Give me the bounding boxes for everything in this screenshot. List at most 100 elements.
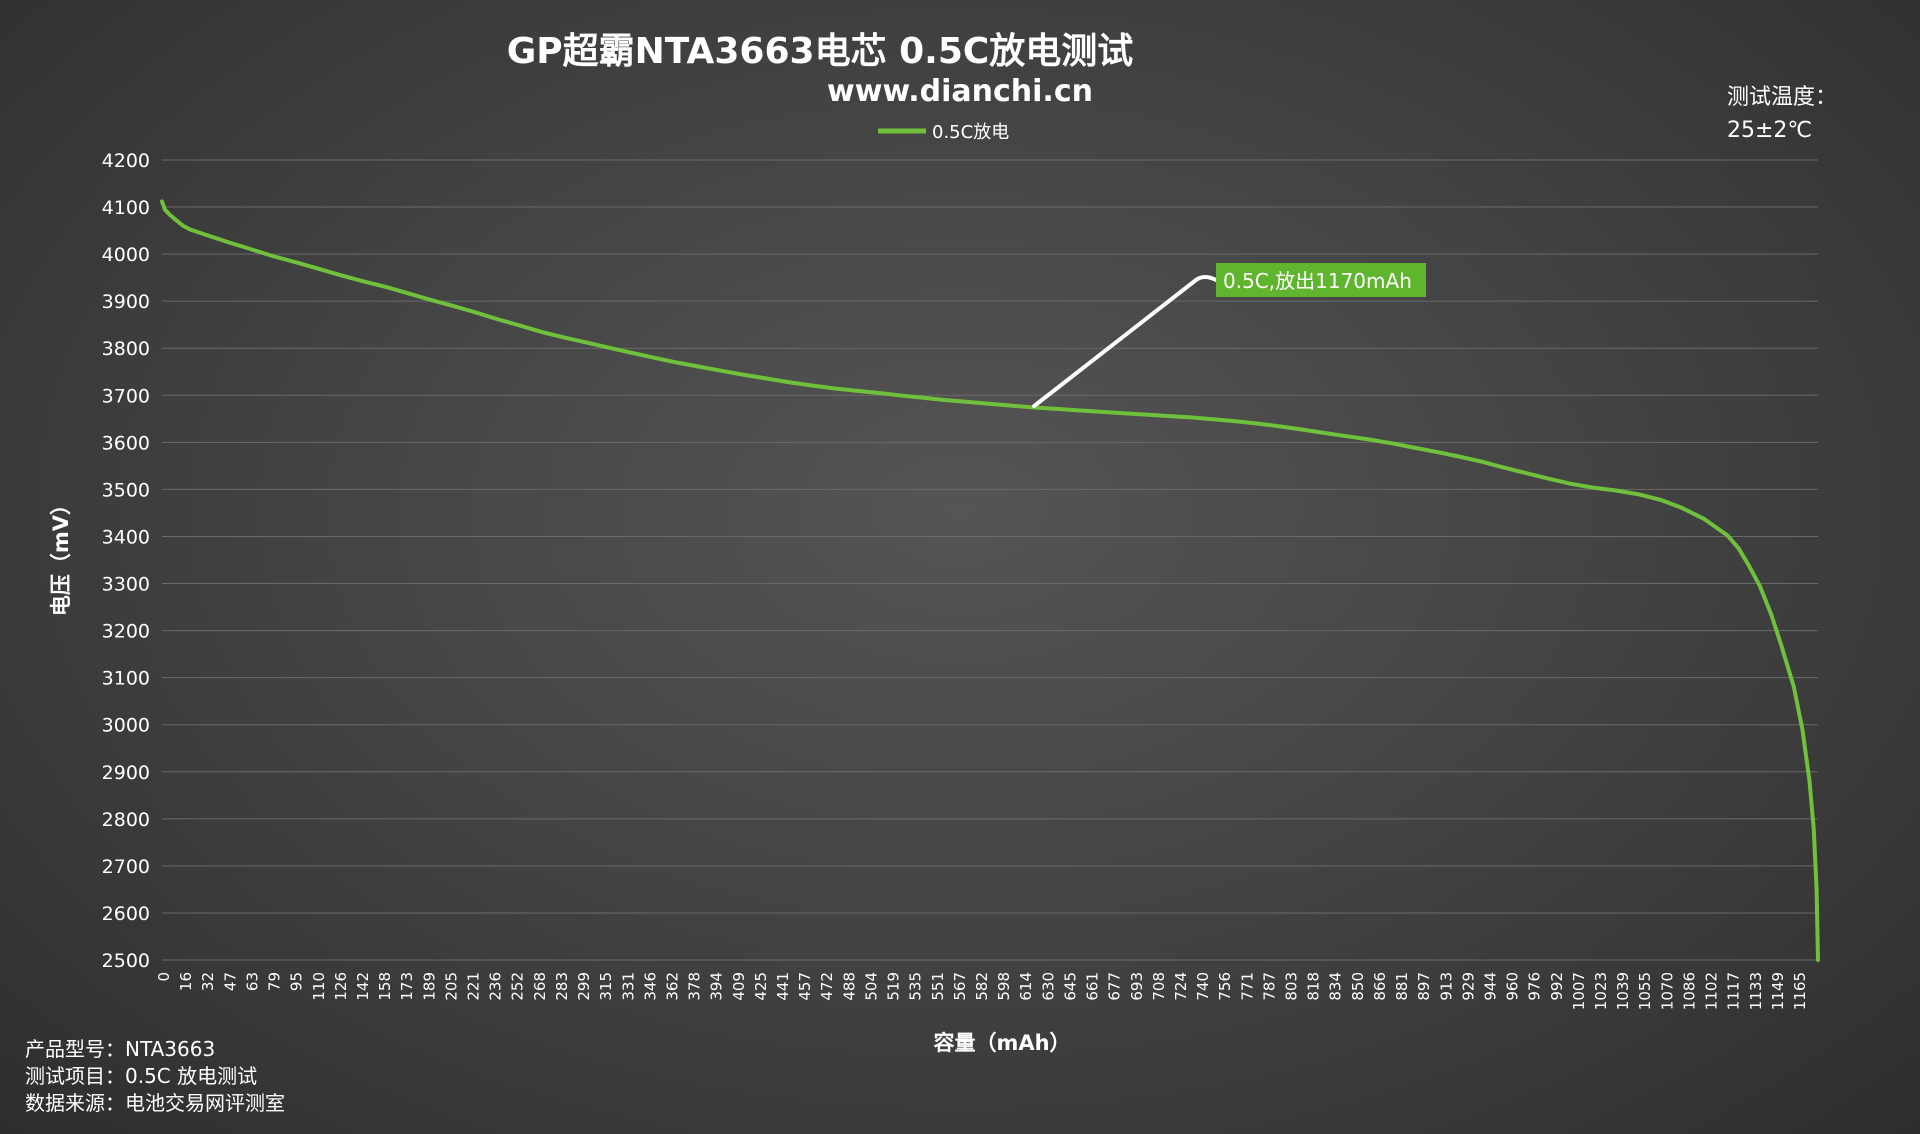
x-tick-label: 881 — [1393, 972, 1411, 1001]
x-tick-label: 1086 — [1680, 972, 1698, 1010]
x-tick-label: 189 — [420, 972, 438, 1001]
x-tick-label: 756 — [1216, 972, 1234, 1001]
x-tick-label: 992 — [1548, 972, 1566, 1001]
x-tick-label: 472 — [818, 972, 836, 1001]
x-tick-label: 818 — [1305, 972, 1323, 1001]
x-tick-label: 378 — [686, 972, 704, 1001]
y-tick-label: 2700 — [102, 856, 150, 878]
x-tick-label: 740 — [1194, 972, 1212, 1001]
x-tick-label: 913 — [1437, 972, 1455, 1001]
series-line-0 — [160, 199, 1820, 962]
y-tick-label: 2600 — [102, 903, 150, 925]
x-tick-label: 598 — [995, 972, 1013, 1001]
x-tick-label: 315 — [597, 972, 615, 1001]
y-tick-label: 2500 — [102, 950, 150, 972]
chart-subtitle: www.dianchi.cn — [827, 74, 1093, 109]
x-tick-label: 16 — [177, 972, 195, 991]
y-tick-label: 3100 — [102, 668, 150, 690]
x-tick-label: 142 — [354, 972, 372, 1001]
x-tick-label: 158 — [376, 972, 394, 1001]
x-tick-label: 567 — [951, 972, 969, 1001]
y-tick-label: 4000 — [102, 244, 150, 266]
x-tick-label: 1023 — [1592, 972, 1610, 1010]
x-tick-label: 299 — [575, 972, 593, 1001]
x-tick-label: 268 — [531, 972, 549, 1001]
x-tick-label: 724 — [1172, 972, 1190, 1001]
x-tick-label: 645 — [1061, 972, 1079, 1001]
x-tick-label: 0 — [155, 972, 173, 982]
y-axis-label: 电压（mV） — [49, 494, 73, 616]
x-tick-label: 519 — [885, 972, 903, 1001]
info-model: 产品型号：NTA3663 — [25, 1037, 215, 1061]
legend: 0.5C放电 — [878, 122, 1009, 143]
x-tick-label: 834 — [1327, 972, 1345, 1001]
x-tick-label: 126 — [332, 972, 350, 1001]
annotation-text: 0.5C,放出1170mAh — [1223, 269, 1412, 293]
x-tick-label: 693 — [1128, 972, 1146, 1001]
temperature-label: 测试温度： — [1727, 85, 1837, 110]
x-tick-label: 1149 — [1769, 972, 1787, 1010]
annotation-leader-line — [1032, 275, 1218, 409]
x-tick-label: 803 — [1283, 972, 1301, 1001]
y-tick-label: 3300 — [102, 574, 150, 596]
x-axis-label: 容量（mAh） — [933, 1031, 1070, 1055]
x-tick-label: 63 — [243, 972, 261, 991]
x-tick-label: 409 — [730, 972, 748, 1001]
x-axis-ticks: 0 16 32 47 63 79 95 110 126 142 158 173 189 205 221 236… — [155, 972, 1809, 1010]
legend-label: 0.5C放电 — [932, 122, 1009, 143]
x-tick-label: 221 — [465, 972, 483, 1001]
x-tick-label: 1102 — [1703, 972, 1721, 1010]
x-tick-label: 1117 — [1725, 972, 1743, 1010]
x-tick-label: 944 — [1481, 972, 1499, 1001]
x-tick-label: 850 — [1349, 972, 1367, 1001]
x-tick-label: 504 — [862, 972, 880, 1001]
x-tick-label: 866 — [1371, 972, 1389, 1001]
x-tick-label: 331 — [619, 972, 637, 1001]
x-tick-label: 283 — [553, 972, 571, 1001]
x-tick-label: 425 — [752, 972, 770, 1001]
y-tick-label: 3400 — [102, 526, 150, 548]
x-tick-label: 394 — [708, 972, 726, 1001]
x-tick-label: 1133 — [1747, 972, 1765, 1010]
y-tick-label: 3800 — [102, 338, 150, 360]
x-tick-label: 960 — [1504, 972, 1522, 1001]
x-tick-label: 551 — [929, 972, 947, 1001]
x-tick-label: 252 — [509, 972, 527, 1001]
y-tick-label: 3000 — [102, 715, 150, 737]
y-tick-label: 3900 — [102, 291, 150, 313]
x-tick-label: 630 — [1039, 972, 1057, 1001]
x-tick-label: 173 — [398, 972, 416, 1001]
y-tick-label: 3700 — [102, 385, 150, 407]
y-tick-label: 3200 — [102, 621, 150, 643]
annotation-box — [1216, 263, 1426, 297]
x-tick-label: 47 — [221, 972, 239, 991]
x-tick-label: 708 — [1150, 972, 1168, 1001]
x-tick-label: 1039 — [1614, 972, 1632, 1010]
x-tick-label: 95 — [288, 972, 306, 991]
x-tick-label: 771 — [1238, 972, 1256, 1001]
y-tick-label: 4200 — [102, 150, 150, 172]
info-test-item: 测试项目：0.5C 放电测试 — [25, 1064, 257, 1088]
x-tick-label: 32 — [199, 972, 217, 991]
x-tick-label: 457 — [796, 972, 814, 1001]
x-tick-label: 1007 — [1570, 972, 1588, 1010]
x-tick-label: 488 — [840, 972, 858, 1001]
y-tick-label: 4100 — [102, 197, 150, 219]
x-tick-label: 661 — [1084, 972, 1102, 1001]
y-tick-label: 2800 — [102, 809, 150, 831]
x-tick-label: 110 — [310, 972, 328, 1001]
x-tick-label: 236 — [487, 972, 505, 1001]
y-tick-label: 3600 — [102, 432, 150, 454]
x-tick-label: 441 — [774, 972, 792, 1001]
y-axis-ticks: 4200 4100 4000 3900 3800 3700 3600 3500 3400 3300… — [102, 150, 150, 972]
grid-layer — [162, 159, 1818, 961]
chart-title: GP超霸NTA3663电芯 0.5C放电测试 — [507, 31, 1134, 72]
x-tick-label: 362 — [663, 972, 681, 1001]
x-tick-label: 614 — [1017, 972, 1035, 1001]
x-tick-label: 205 — [442, 972, 460, 1001]
annotation-layer: 0.5C,放出1170mAh — [1032, 263, 1426, 409]
x-tick-label: 976 — [1526, 972, 1544, 1001]
x-tick-label: 787 — [1260, 972, 1278, 1001]
x-tick-label: 897 — [1415, 972, 1433, 1001]
x-tick-label: 79 — [266, 972, 284, 991]
